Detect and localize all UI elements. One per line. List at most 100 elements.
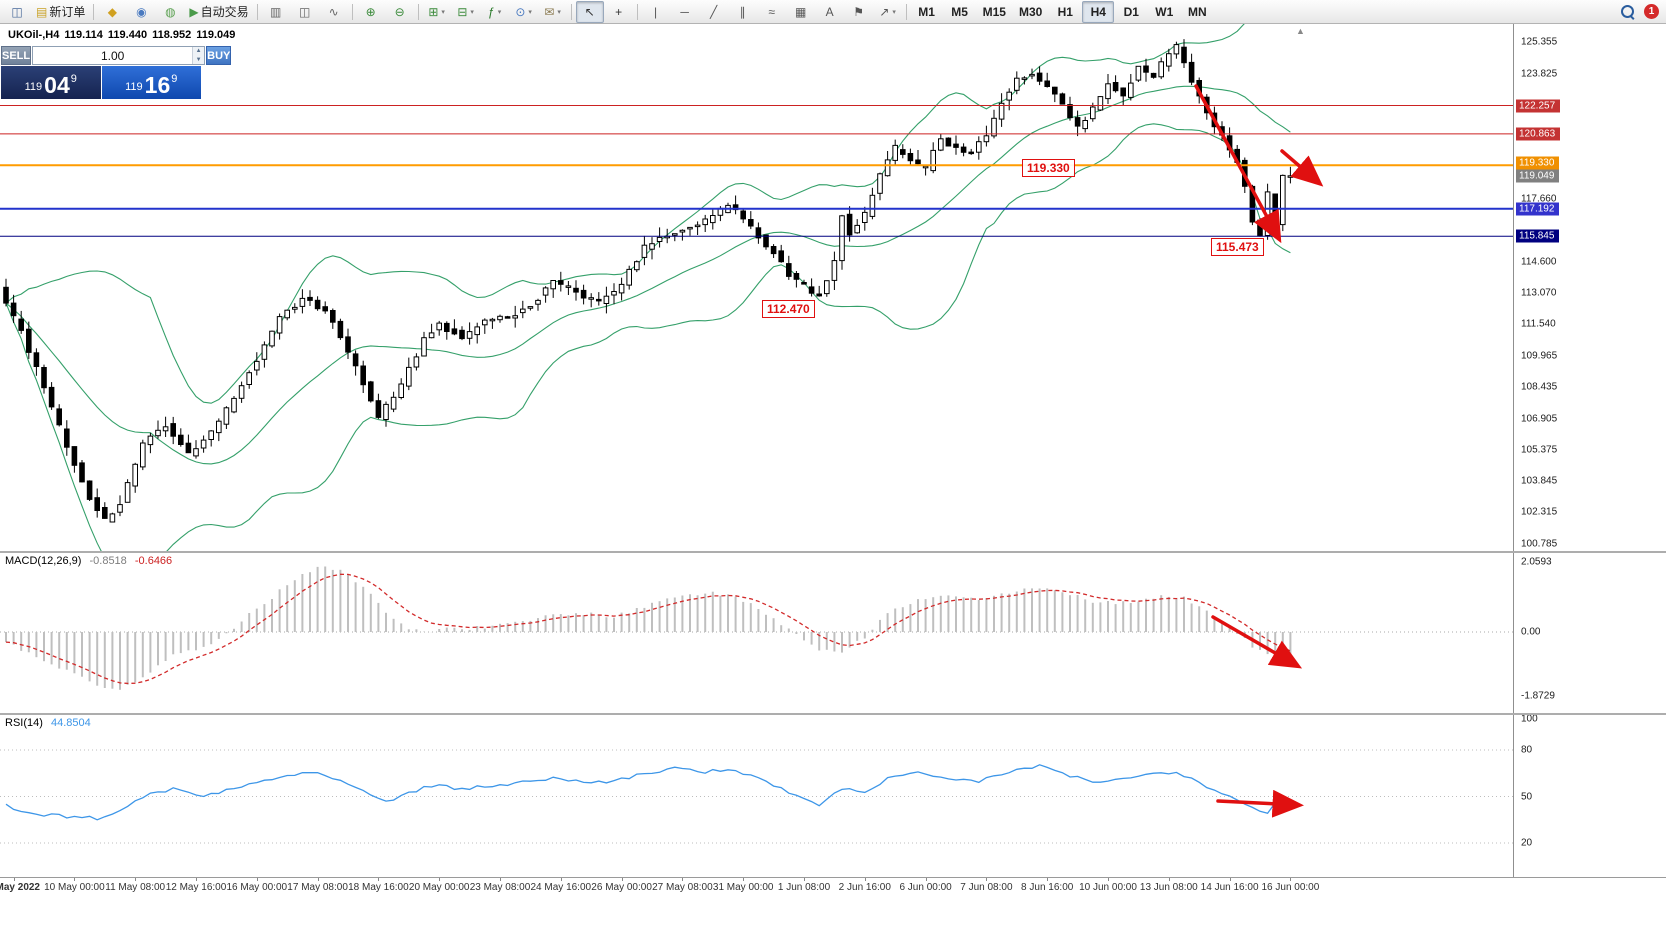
macd-tick: 0.00	[1521, 626, 1541, 638]
notification-badge[interactable]: 1	[1644, 4, 1659, 19]
timeframe-m5-label: M5	[951, 4, 968, 19]
candlestick-chart-icon[interactable]: ◫	[291, 1, 319, 23]
text-icon[interactable]: A	[816, 1, 844, 23]
symbol-name: UKOil-,H4	[8, 29, 60, 41]
price-level-badge: 122.257	[1516, 99, 1561, 112]
arrows-icon[interactable]: ↗ ▾	[874, 1, 902, 23]
time-axis-label: 14 Jun 16:00	[1200, 882, 1259, 893]
toolbar-separator	[351, 3, 353, 20]
timeframe-d1[interactable]: D1	[1115, 1, 1147, 23]
community-icon[interactable]: ◍	[156, 1, 184, 23]
price-tick: 117.660	[1521, 193, 1557, 205]
rsi-label: RSI(14)	[5, 717, 43, 729]
timeframe-m15-label: M15	[982, 4, 1006, 19]
sell-price-sup: 9	[70, 73, 77, 85]
timeframe-m1[interactable]: M1	[911, 1, 943, 23]
cursor-icon[interactable]: ↖	[575, 0, 604, 23]
macd-value: -0.8518	[89, 555, 127, 567]
equidistant-channel-icon[interactable]: ∥	[729, 1, 757, 23]
new-order-button[interactable]: ▤ 新订单	[32, 1, 89, 23]
timeframe-h1[interactable]: H1	[1049, 1, 1081, 23]
macd-svg	[0, 566, 1513, 690]
zoom-in-icon[interactable]: ⊕	[357, 1, 385, 23]
zoom-out-icon[interactable]: ⊖	[386, 1, 414, 23]
timeframe-m30[interactable]: M30	[1013, 1, 1048, 23]
market-watch-icon-glyph: ◉	[136, 4, 147, 19]
time-tick-mark	[500, 878, 501, 881]
time-tick-mark	[439, 878, 441, 881]
time-tick-mark	[621, 878, 623, 881]
price-annotation-115.473[interactable]: 115.473	[1211, 238, 1264, 256]
cursor-icon-glyph: ↖	[584, 4, 595, 19]
ohlc-high: 119.440	[107, 29, 148, 41]
shapes-icon[interactable]: ▦	[787, 1, 815, 23]
one-click-top-row: SELL ▲ ▼ BUY	[1, 46, 232, 65]
search-icon-circle	[1621, 4, 1634, 18]
bar-chart-icon[interactable]: ▥	[262, 1, 290, 23]
metaeditor-icon[interactable]: ◆	[98, 1, 126, 23]
crosshair-icon[interactable]: +	[605, 1, 633, 23]
horizontal-line-icon[interactable]: ─	[671, 1, 699, 23]
price-annotation-112.470[interactable]: 112.470	[762, 300, 815, 318]
timeframe-m15[interactable]: M15	[977, 1, 1012, 23]
macd-axis[interactable]: 2.0593 0.00 -1.8729	[1513, 553, 1666, 713]
time-tick-mark	[1290, 878, 1292, 881]
charts-window-icon[interactable]: ◫	[3, 1, 31, 23]
time-tick-mark	[560, 878, 562, 881]
price-tick: 114.600	[1521, 256, 1557, 268]
macd-signal-value: -0.6466	[134, 555, 173, 567]
buy-price-prefix: 119	[125, 81, 143, 93]
metaeditor-icon-glyph: ◆	[107, 4, 117, 19]
fibonacci-icon-glyph: ≈	[768, 4, 775, 19]
macd-panel[interactable]: MACD(12,26,9) -0.8518 -0.6466	[0, 553, 1513, 713]
search-icon[interactable]	[1620, 4, 1636, 20]
zoom-in-icon-glyph: ⊕	[365, 4, 376, 19]
market-watch-icon[interactable]: ◉	[127, 1, 155, 23]
timeframe-m5[interactable]: M5	[944, 1, 976, 23]
templates-icon[interactable]: ✉ ▾	[539, 1, 567, 23]
time-tick-mark	[196, 878, 197, 881]
equidistant-channel-icon-glyph: ∥	[739, 4, 746, 19]
rsi-panel[interactable]: RSI(14) 44.8504	[0, 715, 1513, 877]
volume-up-icon[interactable]: ▲	[193, 47, 205, 56]
line-chart-icon[interactable]: ∿	[320, 1, 348, 23]
vertical-line-icon-glyph: |	[654, 4, 658, 19]
toolbar-items: ◫ ▤ 新订单 ◆ ◉ ◍ ▶ 自动交易 ▥ ◫ ∿ ⊕ ⊖ ⊞ ▾ ⊟ ▾ ƒ ▾ ⊙ ▾ ✉ ▾ ↖ + | ─ ╱ ∥ ≈ ▦ A ⚑ ↗ ▾…	[3, 0, 1620, 23]
timeframe-w1[interactable]: W1	[1148, 1, 1180, 23]
tile-windows-icon[interactable]: ⊞ ▾	[423, 1, 451, 23]
volume-down-icon[interactable]: ▼	[193, 55, 205, 64]
timeframe-h4[interactable]: H4	[1082, 0, 1115, 23]
toolbar-right: 1	[1620, 4, 1663, 20]
rsi-axis[interactable]: 100 80 50 20	[1513, 715, 1666, 877]
timeframe-mn[interactable]: MN	[1181, 1, 1213, 23]
buy-price[interactable]: 119 16 9	[101, 66, 201, 99]
fibonacci-icon[interactable]: ≈	[758, 1, 786, 23]
time-axis-label: 16 Jun 00:00	[1261, 882, 1320, 893]
price-level-badge: 120.863	[1516, 127, 1561, 141]
buy-button[interactable]: BUY	[206, 46, 232, 65]
bar-chart-icon-glyph: ▥	[269, 4, 282, 19]
indicators-icon[interactable]: ƒ ▾	[481, 1, 509, 23]
time-tick-mark	[682, 878, 684, 881]
panel-splitter-2[interactable]	[0, 713, 1666, 715]
chart-shift-marker[interactable]: ▲	[1296, 26, 1305, 36]
volume-input[interactable]	[33, 47, 193, 64]
price-axis[interactable]: 125.355 123.825 117.660 114.600 113.070 111.5…	[1513, 24, 1666, 551]
panel-splitter-1[interactable]	[0, 551, 1666, 553]
new-chart-icon[interactable]: ⊟ ▾	[452, 1, 480, 23]
sell-price[interactable]: 119 04 9	[1, 66, 101, 99]
autotrading-button[interactable]: ▶ 自动交易	[185, 1, 252, 23]
vertical-line-icon[interactable]: |	[642, 1, 670, 23]
chart-plot-area[interactable]: UKOil-,H4 119.114 119.440 118.952 119.049 SE…	[0, 24, 1513, 551]
periods-icon[interactable]: ⊙ ▾	[510, 1, 538, 23]
price-tick: 108.435	[1521, 381, 1558, 393]
sell-button[interactable]: SELL	[1, 46, 32, 65]
label-icon[interactable]: ⚑	[845, 1, 873, 23]
trendline-icon[interactable]: ╱	[700, 1, 728, 23]
buy-price-sup: 9	[171, 73, 178, 85]
time-tick-mark	[317, 878, 319, 881]
price-annotation-119.330[interactable]: 119.330	[1022, 159, 1075, 177]
toolbar-separator	[636, 3, 638, 20]
ohlc-open: 119.114	[64, 29, 103, 41]
